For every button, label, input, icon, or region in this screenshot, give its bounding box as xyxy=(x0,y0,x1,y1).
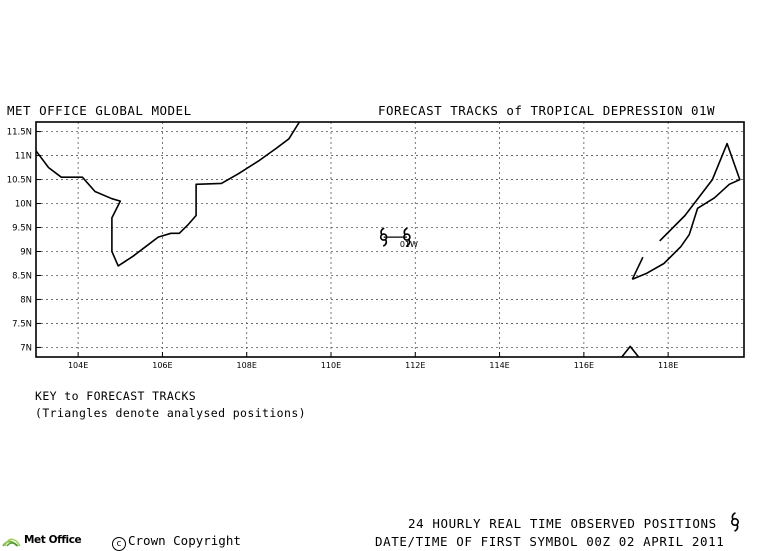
copyright-text: Crown Copyright xyxy=(128,533,241,548)
map-frame xyxy=(35,121,745,358)
tick-label-lon-114E: 114E xyxy=(489,361,509,370)
tick-label-lon-112E: 112E xyxy=(405,361,425,370)
first-symbol-label: DATE/TIME OF FIRST SYMBOL 00Z 02 APRIL 2… xyxy=(375,534,725,549)
copyright-notice: c Crown Copyright xyxy=(112,533,241,551)
tick-label-lat-8N: 8N xyxy=(20,295,32,305)
tick-label-lat-9.5N: 9.5N xyxy=(12,224,32,234)
tick-label-lat-7N: 7N xyxy=(20,343,32,353)
coastline-2 xyxy=(631,142,741,281)
tick-label-lat-8.5N: 8.5N xyxy=(12,271,32,281)
coastline-3 xyxy=(631,256,644,280)
model-title: MET OFFICE GLOBAL MODEL xyxy=(7,103,192,118)
key-title: KEY to FORECAST TRACKS xyxy=(35,389,197,403)
tick-label-lon-118E: 118E xyxy=(658,361,678,370)
copyright-symbol: c xyxy=(112,537,126,551)
cyclone-symbol-icon xyxy=(731,512,740,532)
met-office-logo-text: Met Office xyxy=(24,534,82,546)
tick-label-lat-7.5N: 7.5N xyxy=(12,319,32,329)
coastlines xyxy=(36,122,741,357)
tick-label-lat-9N: 9N xyxy=(20,247,32,257)
map-grid xyxy=(36,122,744,357)
storm-label: 01W xyxy=(400,240,418,249)
coastline-1 xyxy=(36,122,301,267)
storm-position-2 xyxy=(403,227,411,247)
tick-label-lon-106E: 106E xyxy=(152,361,172,370)
tick-label-lat-11.5N: 11.5N xyxy=(7,128,32,138)
tick-label-lat-11N: 11N xyxy=(15,152,32,162)
tick-label-lon-110E: 110E xyxy=(321,361,341,370)
tick-label-lon-116E: 116E xyxy=(574,361,594,370)
forecast-title: FORECAST TRACKS of TROPICAL DEPRESSION 0… xyxy=(378,103,716,118)
tick-label-lat-10.5N: 10.5N xyxy=(7,176,32,186)
observed-positions-label: 24 HOURLY REAL TIME OBSERVED POSITIONS xyxy=(408,516,717,531)
storm-position-1 xyxy=(379,227,388,247)
storm-track: 01W xyxy=(379,227,418,249)
key-subtitle: (Triangles denote analysed positions) xyxy=(35,406,306,420)
longitude-ticks: 104E 106E 108E 110E 112E 114E 116E 118E xyxy=(68,352,678,370)
met-office-logo-icon xyxy=(2,538,21,547)
tick-label-lat-10N: 10N xyxy=(15,200,32,210)
latitude-ticks: 7N 7.5N 8N 8.5N 9N 9.5N 10N 10.5N 11N 11.5N xyxy=(7,128,41,353)
coastline-4 xyxy=(621,345,640,357)
tick-label-lon-108E: 108E xyxy=(237,361,257,370)
tick-label-lon-104E: 104E xyxy=(68,361,88,370)
